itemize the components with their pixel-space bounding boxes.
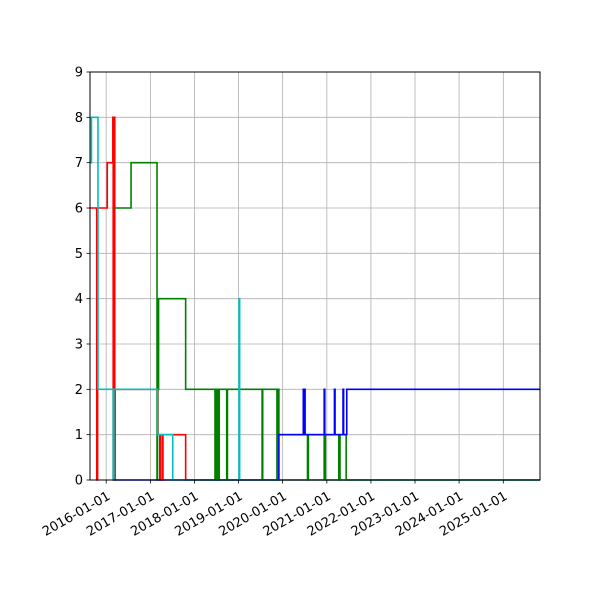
series-line-3 — [114, 388, 540, 481]
y-tick-label: 7 — [75, 156, 83, 171]
plot-frame — [89, 71, 541, 481]
y-tick-label: 2 — [75, 383, 83, 398]
y-tick-label: 8 — [75, 111, 83, 126]
y-tick-label: 6 — [75, 202, 83, 217]
y-tick-label: 5 — [75, 247, 83, 262]
y-tick-label: 1 — [75, 428, 83, 443]
plot-background — [90, 72, 540, 480]
x-axis: 2016-01-012017-01-012018-01-012019-01-01… — [40, 480, 510, 540]
y-axis: 0 1 2 3 4 5 6 7 8 9 — [75, 66, 90, 489]
y-tick-label: 0 — [75, 474, 83, 489]
y-tick-label: 3 — [75, 338, 83, 353]
y-tick-label: 9 — [75, 66, 83, 81]
y-tick-label: 4 — [75, 292, 83, 307]
series-line-4 — [90, 116, 540, 481]
series-line-1 — [90, 116, 540, 481]
